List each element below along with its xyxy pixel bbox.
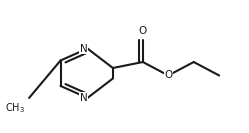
Text: N: N <box>80 93 87 103</box>
Text: N: N <box>80 43 87 54</box>
Text: O: O <box>164 70 172 80</box>
Text: O: O <box>139 26 147 36</box>
Text: CH$_3$: CH$_3$ <box>4 101 25 115</box>
